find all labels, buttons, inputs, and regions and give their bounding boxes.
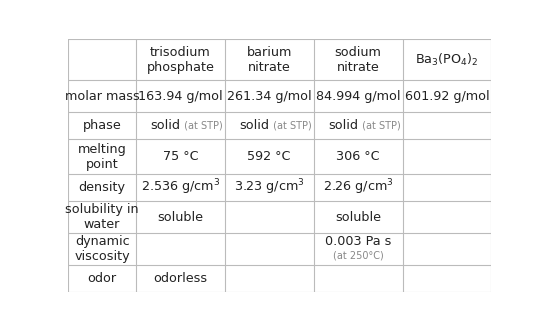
Text: 163.94 g/mol: 163.94 g/mol xyxy=(138,90,223,103)
Text: 601.92 g/mol: 601.92 g/mol xyxy=(405,90,489,103)
Text: solid: solid xyxy=(239,119,269,132)
Text: density: density xyxy=(79,181,126,194)
Text: molar mass: molar mass xyxy=(65,90,139,103)
Text: 3.23 g/cm$^3$: 3.23 g/cm$^3$ xyxy=(234,178,305,197)
Text: 2.26 g/cm$^3$: 2.26 g/cm$^3$ xyxy=(323,178,394,197)
Text: 75 °C: 75 °C xyxy=(163,150,198,163)
Text: (at STP): (at STP) xyxy=(181,121,223,131)
Text: soluble: soluble xyxy=(157,211,203,224)
Text: barium
nitrate: barium nitrate xyxy=(247,46,292,74)
Text: odor: odor xyxy=(87,272,117,285)
Text: 592 °C: 592 °C xyxy=(247,150,291,163)
Text: solubility in
water: solubility in water xyxy=(66,203,139,231)
Text: (at 250°C): (at 250°C) xyxy=(333,251,383,261)
Text: solid: solid xyxy=(150,119,180,132)
Text: Ba$_3$(PO$_4$)$_2$: Ba$_3$(PO$_4$)$_2$ xyxy=(416,52,479,68)
Text: solid: solid xyxy=(328,119,358,132)
Text: (at STP): (at STP) xyxy=(359,121,401,131)
Text: phase: phase xyxy=(83,119,121,132)
Text: soluble: soluble xyxy=(335,211,381,224)
Text: 0.003 Pa s: 0.003 Pa s xyxy=(325,235,391,248)
Text: 306 °C: 306 °C xyxy=(336,150,380,163)
Text: 2.536 g/cm$^3$: 2.536 g/cm$^3$ xyxy=(141,178,220,197)
Text: (at STP): (at STP) xyxy=(270,121,312,131)
Text: 84.994 g/mol: 84.994 g/mol xyxy=(316,90,400,103)
Text: dynamic
viscosity: dynamic viscosity xyxy=(74,235,130,263)
Text: trisodium
phosphate: trisodium phosphate xyxy=(146,46,215,74)
Text: sodium
nitrate: sodium nitrate xyxy=(335,46,382,74)
Text: odorless: odorless xyxy=(153,272,207,285)
Text: melting
point: melting point xyxy=(78,143,127,171)
Text: 261.34 g/mol: 261.34 g/mol xyxy=(227,90,312,103)
